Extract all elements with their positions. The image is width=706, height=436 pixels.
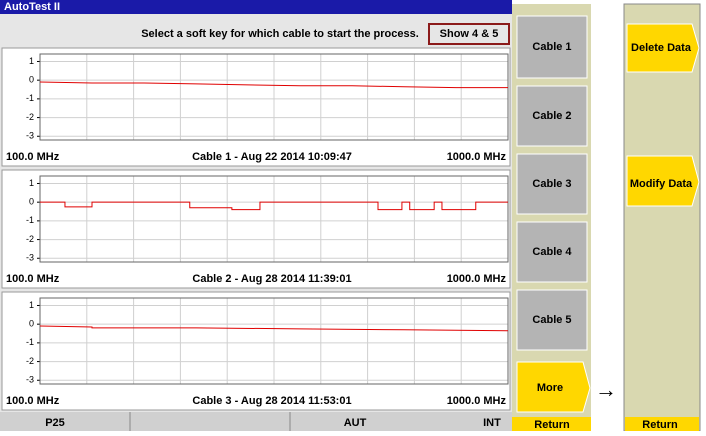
softkey-more[interactable] (516, 361, 591, 413)
plot-frame (39, 297, 509, 385)
y-tick-label: 0 (29, 319, 34, 329)
x-right-label: 1000.0 MHz (447, 395, 507, 407)
x-left-label: 100.0 MHz (6, 273, 60, 285)
menu2-key[interactable] (626, 155, 700, 207)
menu2-label: Delete Data (631, 42, 692, 54)
softkey[interactable] (516, 153, 588, 215)
softkey[interactable] (516, 15, 588, 79)
chart-caption: Cable 1 - Aug 22 2014 10:09:47 (192, 151, 352, 163)
x-right-label: 1000.0 MHz (447, 151, 507, 163)
chart-panel (1, 169, 511, 289)
x-left-label: 100.0 MHz (6, 395, 60, 407)
y-tick-label: -2 (26, 234, 34, 244)
softkey-label: Cable 5 (532, 314, 571, 326)
softkey-label: Cable 2 (532, 110, 571, 122)
chart-panel (1, 291, 511, 411)
trace (40, 201, 508, 211)
show-button-label: Show 4 & 5 (440, 28, 499, 40)
y-tick-label: 1 (29, 178, 34, 188)
title-bar (0, 0, 512, 14)
y-tick-label: 1 (29, 56, 34, 66)
title: AutoTest II (4, 1, 60, 13)
prompt: Select a soft key for which cable to sta… (141, 28, 419, 40)
x-left-label: 100.0 MHz (6, 151, 60, 163)
return-label: Return (534, 419, 570, 431)
y-tick-label: -2 (26, 112, 34, 122)
y-tick-label: -2 (26, 356, 34, 366)
arrow: → (595, 377, 617, 402)
return-strip[interactable] (625, 417, 699, 431)
plot-frame (39, 53, 509, 141)
menu2-label: Modify Data (630, 178, 693, 190)
show-button[interactable] (428, 23, 510, 45)
softkey-label: Cable 1 (532, 41, 571, 53)
status-item: AUT (344, 417, 367, 429)
y-tick-label: 1 (29, 300, 34, 310)
trace (39, 325, 509, 332)
chart-caption: Cable 3 - Aug 28 2014 11:53:01 (192, 395, 351, 407)
status-item: INT (483, 417, 501, 429)
y-tick-label: -1 (26, 337, 34, 347)
menu2-column (623, 3, 701, 432)
chart-caption: Cable 2 - Aug 28 2014 11:39:01 (192, 273, 351, 285)
softkey[interactable] (516, 221, 588, 283)
y-tick-label: -1 (26, 215, 34, 225)
softkey[interactable] (516, 289, 588, 351)
return-label: Return (642, 419, 678, 431)
trace (39, 81, 508, 89)
y-tick-label: 0 (29, 197, 34, 207)
y-tick-label: -3 (26, 131, 34, 141)
softkey-label: Cable 4 (532, 246, 572, 258)
y-tick-label: -3 (26, 253, 34, 263)
chart-panel (1, 47, 511, 167)
y-tick-label: -1 (26, 93, 34, 103)
x-right-label: 1000.0 MHz (447, 273, 507, 285)
softkeys: Cable 1 Cable 2 Cable 3 Cable 4 Cable 5 … (516, 15, 591, 413)
return-strip[interactable] (512, 417, 591, 431)
plot-frame (39, 175, 509, 263)
menu2-key[interactable] (626, 23, 700, 73)
softkey[interactable] (516, 85, 588, 147)
softkey-label: Cable 3 (532, 178, 571, 190)
status-bar (0, 412, 512, 431)
softkey-label: More (537, 382, 563, 394)
y-tick-label: 0 (29, 75, 34, 85)
status-item: P25 (45, 417, 65, 429)
y-tick-label: -3 (26, 375, 34, 385)
